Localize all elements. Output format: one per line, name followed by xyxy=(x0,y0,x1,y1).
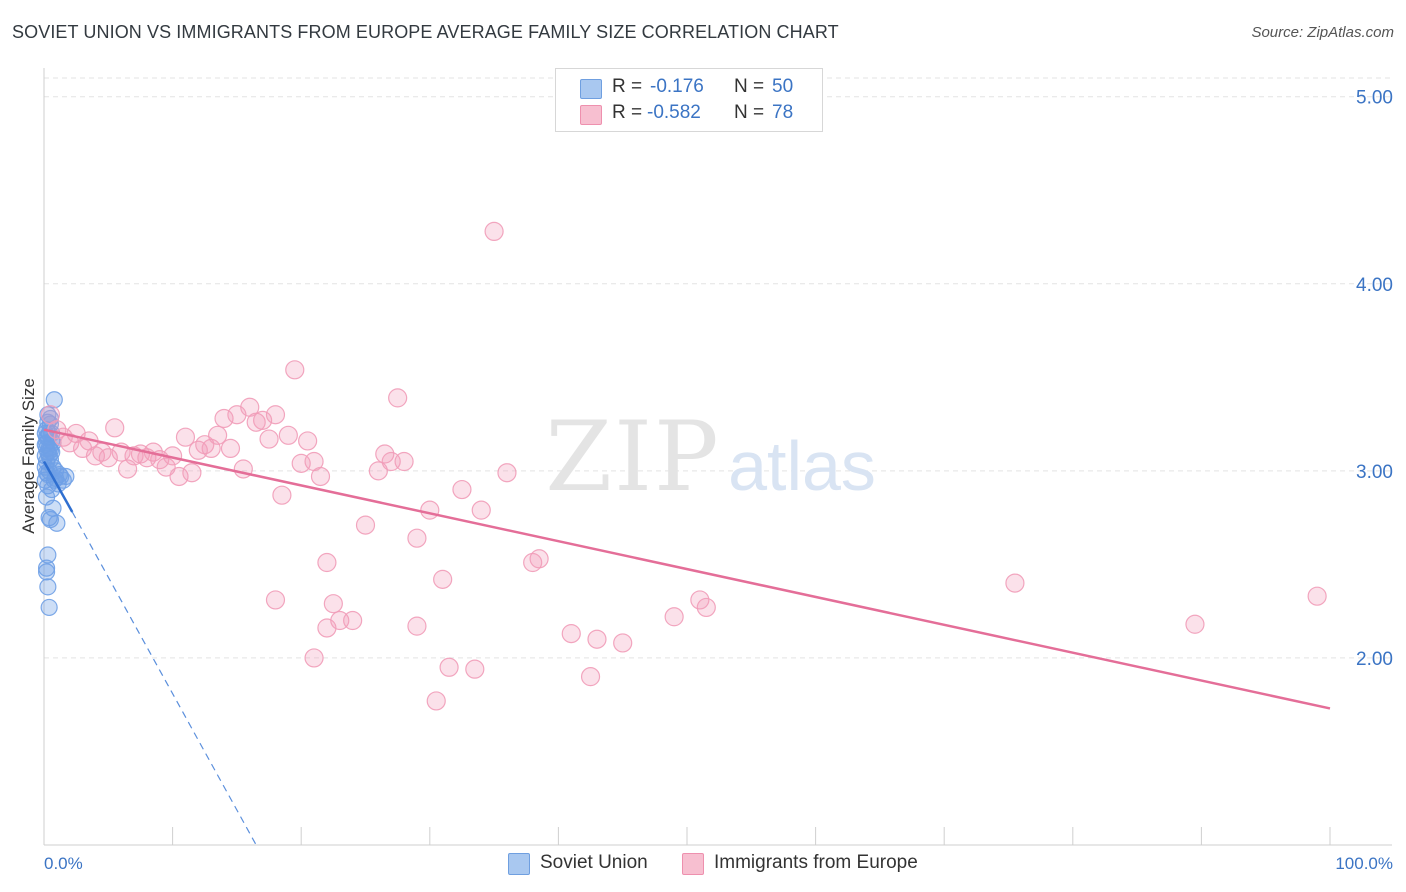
watermark-atlas: atlas xyxy=(728,427,876,505)
y-tick-label: 5.00 xyxy=(1356,88,1393,109)
immigrants-from-europe-point xyxy=(368,461,388,481)
source-label: Source: ZipAtlas.com xyxy=(1251,24,1394,41)
soviet-union-point xyxy=(41,441,60,459)
soviet-union-point xyxy=(45,391,63,409)
soviet-union-point xyxy=(40,598,58,617)
immigrants-from-europe-point xyxy=(208,425,228,445)
immigrants-from-europe-point xyxy=(310,466,331,487)
immigrants-from-europe-point xyxy=(471,500,491,520)
immigrants-from-europe-point xyxy=(426,691,446,711)
immigrants-from-europe-point xyxy=(529,549,549,569)
y-tick-label: 4.00 xyxy=(1356,275,1393,296)
y-tick-label: 2.00 xyxy=(1356,649,1393,670)
x-tick-label: 100.0% xyxy=(1335,854,1393,873)
legend-n-label: N = xyxy=(734,76,765,97)
soviet-union-point xyxy=(37,559,56,577)
immigrants-from-europe-point xyxy=(355,515,376,535)
immigrants-from-europe-point xyxy=(664,607,684,627)
immigrants-from-europe-point xyxy=(175,427,196,447)
soviet-union-point xyxy=(37,563,56,581)
immigrants-from-europe-point xyxy=(182,463,202,483)
immigrants-from-europe-point xyxy=(1307,586,1327,606)
immigrants-from-europe-point xyxy=(375,444,395,464)
immigrants-from-europe-point xyxy=(278,425,298,445)
immigrants-from-europe-point xyxy=(587,629,607,649)
immigrants-from-europe-point xyxy=(298,431,318,451)
legend-label: Soviet Union xyxy=(540,852,648,873)
soviet-union-trend-line xyxy=(42,460,74,513)
legend-r-label: R = xyxy=(612,102,643,123)
immigrants-from-europe-point xyxy=(259,429,279,449)
immigrants-from-europe-point xyxy=(452,479,472,500)
immigrants-from-europe-point xyxy=(696,597,716,618)
legend-n-label: N = xyxy=(734,102,765,123)
legend-r-value: -0.176 xyxy=(650,76,704,97)
immigrants-from-europe-point xyxy=(265,405,286,425)
legend-swatch-pink xyxy=(682,853,704,875)
immigrants-from-europe-point xyxy=(580,667,601,687)
immigrants-from-europe-point xyxy=(317,618,337,638)
soviet-union-point xyxy=(41,510,60,529)
legend-r-value: -0.582 xyxy=(647,102,701,123)
correlation-legend: R = -0.176 N = 50 R = -0.582 N = 78 xyxy=(555,68,823,132)
tick-labels: 2.00 3.00 4.00 5.00 0.0% 100.0% xyxy=(44,88,1393,873)
immigrants-from-europe-point xyxy=(246,412,266,432)
soviet-union-point xyxy=(39,546,57,564)
immigrants-from-europe-point xyxy=(285,360,305,380)
legend-swatch-pink xyxy=(580,105,602,125)
immigrants-from-europe-point xyxy=(407,616,427,636)
immigrants-from-europe-point xyxy=(613,633,633,653)
legend-n-value: 78 xyxy=(772,102,794,123)
immigrants-from-europe-point xyxy=(420,500,440,520)
y-axis-label: Average Family Size xyxy=(19,378,38,534)
immigrants-from-europe-point xyxy=(484,221,504,241)
immigrants-from-europe-point xyxy=(439,657,459,677)
trend-lines xyxy=(42,428,1331,846)
immigrants-from-europe-point xyxy=(343,610,363,631)
soviet-union-point xyxy=(39,578,57,596)
immigrants-from-europe-point xyxy=(304,648,324,668)
immigrants-from-europe-point xyxy=(323,594,343,614)
immigrants-from-europe-point xyxy=(105,418,125,438)
immigrants-from-europe-point xyxy=(220,438,241,459)
watermark-zip: ZIP xyxy=(545,401,720,513)
legend-r-label: R = xyxy=(612,76,643,97)
immigrants-from-europe-point xyxy=(265,590,286,610)
legend-swatch-blue xyxy=(580,79,602,99)
soviet-union-trend-extension xyxy=(71,511,257,846)
immigrants-from-europe-point xyxy=(272,485,292,505)
immigrants-from-europe-point xyxy=(214,408,234,429)
immigrants-from-europe-point xyxy=(497,463,517,483)
immigrants-from-europe-trend-line xyxy=(43,428,1331,710)
chart-title: SOVIET UNION VS IMMIGRANTS FROM EUROPE A… xyxy=(12,22,839,42)
watermark: ZIP atlas xyxy=(545,401,876,513)
immigrants-from-europe-point xyxy=(317,552,337,573)
legend-swatch-blue xyxy=(508,853,530,875)
immigrants-from-europe-point xyxy=(561,624,581,644)
immigrants-from-europe-point xyxy=(1005,573,1025,593)
immigrants-from-europe-point xyxy=(407,528,427,548)
soviet-union-point xyxy=(37,488,56,506)
x-tick-label: 0.0% xyxy=(44,854,83,873)
immigrants-from-europe-point xyxy=(690,590,710,610)
immigrants-from-europe-point xyxy=(388,388,408,408)
y-tick-label: 3.00 xyxy=(1356,462,1393,483)
gridlines xyxy=(44,77,1392,659)
immigrants-from-europe-point xyxy=(169,466,189,487)
immigrants-from-europe-point xyxy=(1185,614,1205,634)
legend-n-value: 50 xyxy=(772,76,794,97)
legend-label: Immigrants from Europe xyxy=(714,852,918,873)
immigrants-from-europe-point xyxy=(394,451,414,472)
immigrants-from-europe-point xyxy=(465,659,485,679)
immigrants-from-europe-point xyxy=(156,457,176,477)
immigrants-from-europe-point xyxy=(433,569,453,589)
